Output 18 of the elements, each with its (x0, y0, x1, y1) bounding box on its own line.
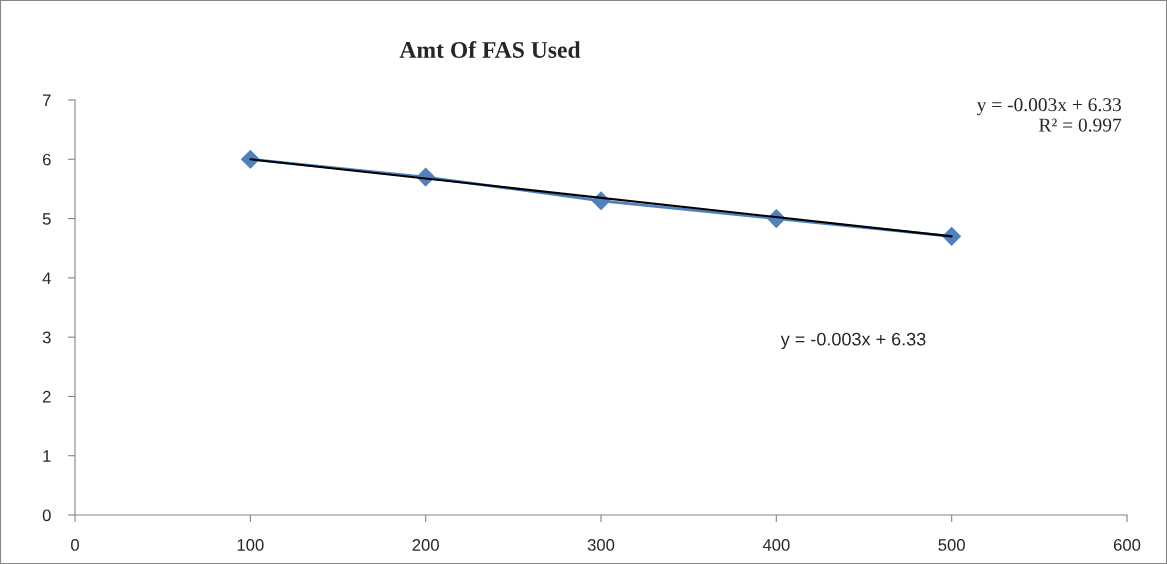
x-tick-label: 600 (1113, 539, 1141, 551)
x-tick-label: 0 (71, 539, 79, 551)
y-tick-label: 7 (42, 94, 51, 107)
chart-title: Amt Of FAS Used (399, 41, 581, 58)
y-tick-label: 6 (42, 153, 51, 166)
x-tick-label: 500 (938, 539, 965, 551)
x-tick-label: 200 (412, 539, 439, 551)
y-tick-label: 5 (42, 213, 51, 225)
y-tick-label: 0 (42, 509, 51, 522)
y-tick-label: 2 (42, 390, 51, 403)
x-tick-label: 100 (237, 539, 264, 551)
annotation: y = -0.003x + 6.33 R² = 0.997 (976, 98, 1122, 132)
annotation: y = -0.003x + 6.33 (780, 332, 926, 350)
y-tick-label: 1 (43, 450, 51, 462)
x-tick-label: 300 (587, 539, 615, 551)
y-tick-label: 3 (42, 331, 51, 344)
x-tick-label: 400 (762, 539, 790, 551)
y-tick-label: 4 (42, 272, 51, 284)
